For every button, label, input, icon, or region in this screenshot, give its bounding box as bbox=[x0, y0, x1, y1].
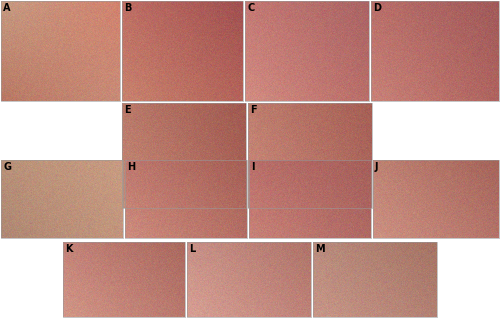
Bar bbox=[187, 242, 311, 317]
Bar bbox=[373, 160, 499, 238]
Text: L: L bbox=[189, 244, 195, 254]
Text: C: C bbox=[247, 3, 254, 13]
Bar bbox=[371, 1, 499, 101]
Bar bbox=[122, 103, 246, 208]
Bar bbox=[245, 1, 369, 101]
Bar bbox=[249, 160, 371, 238]
Bar bbox=[1, 1, 120, 101]
Text: J: J bbox=[375, 162, 378, 172]
Bar bbox=[125, 160, 247, 238]
Text: K: K bbox=[65, 244, 72, 254]
Bar bbox=[313, 242, 437, 317]
Text: H: H bbox=[127, 162, 135, 172]
Text: M: M bbox=[315, 244, 324, 254]
Text: I: I bbox=[251, 162, 254, 172]
Text: B: B bbox=[124, 3, 132, 13]
Text: G: G bbox=[3, 162, 11, 172]
Bar bbox=[248, 103, 372, 208]
Bar bbox=[122, 1, 243, 101]
Text: F: F bbox=[250, 105, 256, 115]
Text: E: E bbox=[124, 105, 130, 115]
Text: D: D bbox=[373, 3, 381, 13]
Text: A: A bbox=[3, 3, 10, 13]
Bar bbox=[1, 160, 123, 238]
Bar bbox=[63, 242, 185, 317]
